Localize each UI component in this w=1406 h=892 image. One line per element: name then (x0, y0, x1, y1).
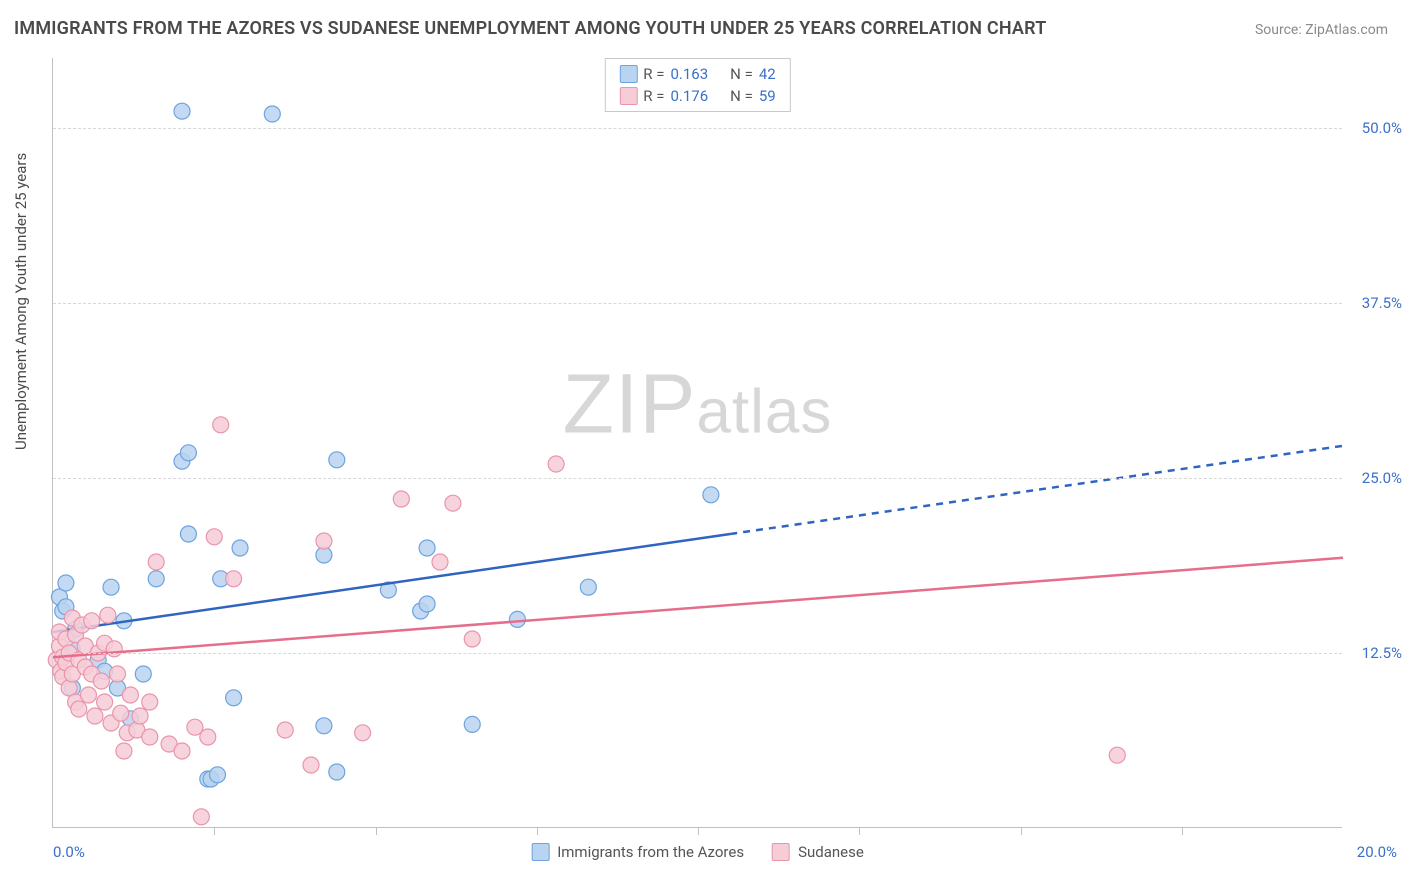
data-point (174, 103, 190, 119)
data-point (580, 579, 596, 595)
data-point (432, 554, 448, 570)
x-tick (859, 827, 860, 835)
data-point (303, 757, 319, 773)
trend-line (53, 558, 1343, 657)
source-label: Source: (1255, 22, 1305, 38)
y-tick-label: 50.0% (1347, 119, 1402, 137)
data-point (464, 716, 480, 732)
data-point (329, 764, 345, 780)
x-tick-label: 20.0% (1357, 843, 1397, 861)
data-point (103, 579, 119, 595)
n-label: N = (730, 85, 753, 107)
data-point (226, 690, 242, 706)
data-point (106, 641, 122, 657)
r-value: 0.176 (670, 85, 708, 107)
data-point (180, 526, 196, 542)
x-tick-label: 0.0% (53, 843, 85, 861)
n-value: 59 (759, 85, 776, 107)
gridline (53, 653, 1342, 654)
x-tick (537, 827, 538, 835)
data-point (148, 554, 164, 570)
chart-title: IMMIGRANTS FROM THE AZORES VS SUDANESE U… (14, 18, 1046, 39)
data-point (84, 613, 100, 629)
legend-label-sudanese: Sudanese (798, 843, 864, 861)
data-point (509, 611, 525, 627)
data-point (116, 743, 132, 759)
r-label: R = (643, 85, 664, 107)
data-point (58, 575, 74, 591)
n-label: N = (730, 63, 753, 85)
data-point (206, 529, 222, 545)
data-point (122, 687, 138, 703)
data-point (393, 491, 409, 507)
data-point (110, 666, 126, 682)
legend-row-azores: R = 0.163 N = 42 (619, 63, 775, 85)
data-point (213, 417, 229, 433)
data-point (355, 725, 371, 741)
data-point (93, 673, 109, 689)
legend-swatch-sudanese (619, 87, 637, 105)
trend-line-extrapolated (730, 446, 1343, 534)
data-point (180, 445, 196, 461)
n-value: 42 (759, 63, 776, 85)
legend-row-sudanese: R = 0.176 N = 59 (619, 85, 775, 107)
y-tick-label: 37.5% (1347, 294, 1402, 312)
r-label: R = (643, 63, 664, 85)
data-point (71, 701, 87, 717)
data-point (464, 631, 480, 647)
data-point (703, 487, 719, 503)
data-point (232, 540, 248, 556)
data-point (316, 533, 332, 549)
data-point (148, 571, 164, 587)
x-tick (1021, 827, 1022, 835)
r-value: 0.163 (670, 63, 708, 85)
data-point (142, 729, 158, 745)
legend-label-azores: Immigrants from the Azores (557, 843, 744, 861)
legend-swatch-sudanese-icon (772, 843, 790, 861)
data-point (419, 540, 435, 556)
data-point (226, 571, 242, 587)
gridline (53, 478, 1342, 479)
y-tick-label: 25.0% (1347, 469, 1402, 487)
data-point (135, 666, 151, 682)
data-point (132, 708, 148, 724)
data-point (87, 708, 103, 724)
scatter-svg (53, 58, 1342, 827)
data-point (209, 767, 225, 783)
data-point (80, 687, 96, 703)
data-point (329, 452, 345, 468)
chart-plot-area: ZIPatlas R = 0.163 N = 42 R = 0.176 N = … (52, 58, 1342, 828)
data-point (97, 694, 113, 710)
x-tick (698, 827, 699, 835)
data-point (113, 705, 129, 721)
data-point (548, 456, 564, 472)
data-point (200, 729, 216, 745)
source-name: ZipAtlas.com (1305, 22, 1388, 38)
gridline (53, 128, 1342, 129)
data-point (142, 694, 158, 710)
data-point (277, 722, 293, 738)
data-point (100, 607, 116, 623)
data-point (174, 743, 190, 759)
x-tick (1182, 827, 1183, 835)
legend-item-azores: Immigrants from the Azores (531, 843, 744, 861)
legend-item-sudanese: Sudanese (772, 843, 864, 861)
data-point (193, 809, 209, 825)
legend-swatch-azores (619, 65, 637, 83)
data-point (1109, 747, 1125, 763)
x-tick (214, 827, 215, 835)
data-point (264, 106, 280, 122)
gridline (53, 303, 1342, 304)
data-point (419, 596, 435, 612)
data-point (445, 495, 461, 511)
legend-swatch-azores-icon (531, 843, 549, 861)
y-axis-label: Unemployment Among Youth under 25 years (12, 153, 30, 450)
data-point (316, 718, 332, 734)
series-legend: Immigrants from the Azores Sudanese (531, 843, 864, 861)
y-tick-label: 12.5% (1347, 644, 1402, 662)
x-tick (376, 827, 377, 835)
source-attribution: Source: ZipAtlas.com (1255, 22, 1388, 38)
correlation-legend: R = 0.163 N = 42 R = 0.176 N = 59 (604, 58, 790, 112)
